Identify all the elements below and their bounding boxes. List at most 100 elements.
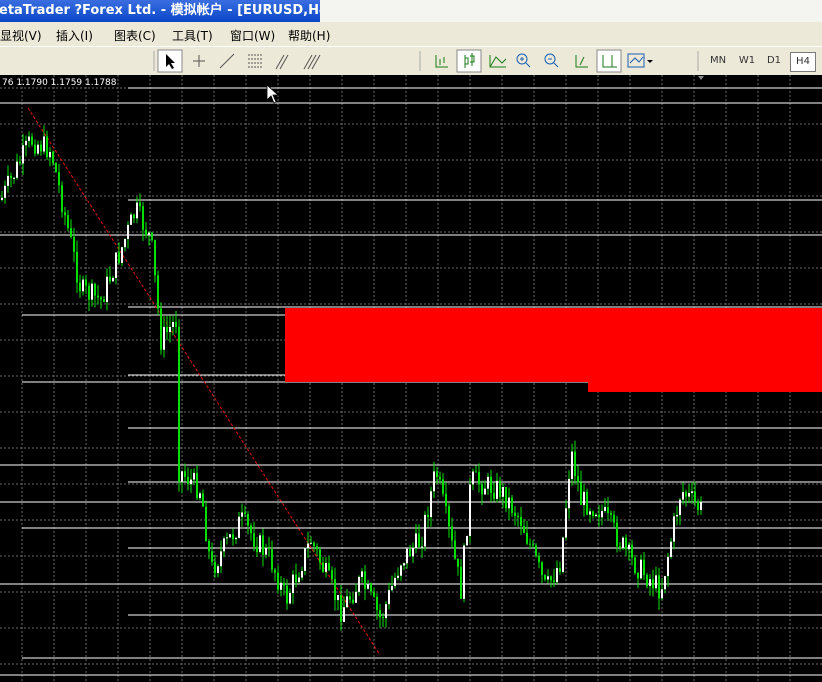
candle-body bbox=[613, 514, 615, 523]
candle-body bbox=[562, 537, 564, 572]
candle-body bbox=[232, 534, 234, 540]
candle-body bbox=[457, 558, 459, 567]
menu-item[interactable]: 窗口(W) bbox=[230, 29, 276, 43]
candle-body bbox=[142, 206, 144, 230]
candle-body bbox=[286, 585, 288, 604]
candle-body bbox=[694, 491, 696, 502]
candle-body bbox=[31, 136, 33, 145]
candle-body bbox=[106, 276, 108, 303]
candle-body bbox=[601, 510, 603, 518]
menu-item[interactable]: 插入(I) bbox=[56, 29, 93, 43]
red-zone bbox=[588, 380, 822, 392]
candle-body bbox=[46, 136, 48, 158]
candle-body bbox=[508, 497, 510, 509]
candle-body bbox=[355, 591, 357, 603]
candle-body bbox=[643, 559, 645, 575]
candle-body bbox=[82, 279, 84, 292]
candle-body bbox=[466, 535, 468, 546]
levels bbox=[0, 87, 822, 676]
candle-body bbox=[184, 471, 186, 477]
timeframe-button[interactable]: W1 bbox=[738, 55, 756, 66]
toolbar-icons bbox=[153, 49, 699, 73]
candle-body bbox=[229, 534, 231, 538]
candle-body bbox=[658, 575, 660, 599]
menu-item[interactable]: 帮助(H) bbox=[288, 29, 331, 43]
candle-body bbox=[127, 224, 129, 240]
candle-body bbox=[475, 471, 477, 473]
menu-item[interactable]: 显视(V) bbox=[0, 29, 42, 43]
timeframe-button[interactable]: MN bbox=[709, 55, 727, 66]
candle-body bbox=[190, 479, 192, 485]
candle-body bbox=[40, 144, 42, 152]
candle-body bbox=[154, 239, 156, 276]
timeframe-button[interactable]: D1 bbox=[766, 55, 782, 66]
candle-body bbox=[358, 576, 360, 592]
candle-body bbox=[370, 584, 372, 592]
candle-body bbox=[109, 276, 111, 282]
candle-body bbox=[568, 478, 570, 509]
candle-body bbox=[259, 535, 261, 553]
candle-body bbox=[181, 471, 183, 482]
candle-body bbox=[439, 476, 441, 480]
candle-body bbox=[472, 471, 474, 485]
candle-body bbox=[73, 237, 75, 252]
candle-body bbox=[10, 175, 12, 178]
candle-body bbox=[280, 582, 282, 590]
candle-body bbox=[610, 512, 612, 515]
trend-line bbox=[27, 107, 381, 656]
candle-body bbox=[160, 308, 162, 350]
candle-body bbox=[628, 544, 630, 550]
candle-body bbox=[145, 229, 147, 236]
candle-body bbox=[655, 575, 657, 589]
candle-body bbox=[85, 279, 87, 286]
candle-body bbox=[124, 239, 126, 248]
candle-body bbox=[130, 214, 132, 225]
candle-body bbox=[454, 540, 456, 559]
shift-marker bbox=[698, 76, 704, 80]
candle-body bbox=[541, 562, 543, 575]
candle-body bbox=[685, 492, 687, 497]
candle-body bbox=[700, 502, 702, 510]
candle-body bbox=[91, 283, 93, 300]
candle-body bbox=[583, 491, 585, 505]
candle-body bbox=[58, 172, 60, 186]
candle-body bbox=[385, 604, 387, 619]
candle-body bbox=[235, 537, 237, 540]
candle-body bbox=[388, 590, 390, 605]
candle-body bbox=[148, 232, 150, 236]
candle-body bbox=[13, 177, 15, 179]
candle-body bbox=[37, 144, 39, 154]
candle-body bbox=[88, 285, 90, 300]
candle-body bbox=[640, 559, 642, 579]
candle-body bbox=[538, 555, 540, 563]
candle-body bbox=[343, 607, 345, 622]
candles bbox=[1, 125, 702, 631]
candle-body bbox=[394, 577, 396, 587]
candle-body bbox=[295, 574, 297, 583]
candle-body bbox=[136, 202, 138, 219]
candle-body bbox=[22, 145, 24, 164]
candle-body bbox=[55, 163, 57, 173]
candle-body bbox=[271, 549, 273, 570]
candle-body bbox=[532, 544, 534, 546]
candle-body bbox=[652, 579, 654, 589]
timeframe-button[interactable]: H4 bbox=[790, 52, 816, 72]
candle-body bbox=[547, 576, 549, 580]
candle-body bbox=[340, 595, 342, 622]
menu-item[interactable]: 图表(C) bbox=[114, 29, 156, 43]
candle-body bbox=[493, 492, 495, 499]
candle-body bbox=[313, 542, 315, 547]
candle-body bbox=[4, 185, 6, 198]
candle-body bbox=[1, 197, 3, 200]
candle-body bbox=[496, 480, 498, 499]
candle-body bbox=[616, 522, 618, 547]
candle-body bbox=[673, 516, 675, 542]
candle-body bbox=[28, 136, 30, 141]
candle-body bbox=[556, 568, 558, 583]
candle-body bbox=[25, 140, 27, 146]
candle-body bbox=[499, 480, 501, 497]
menu-item[interactable]: 工具(T) bbox=[172, 29, 213, 43]
candle-body bbox=[589, 511, 591, 515]
candle-body bbox=[202, 493, 204, 507]
candle-body bbox=[373, 591, 375, 597]
